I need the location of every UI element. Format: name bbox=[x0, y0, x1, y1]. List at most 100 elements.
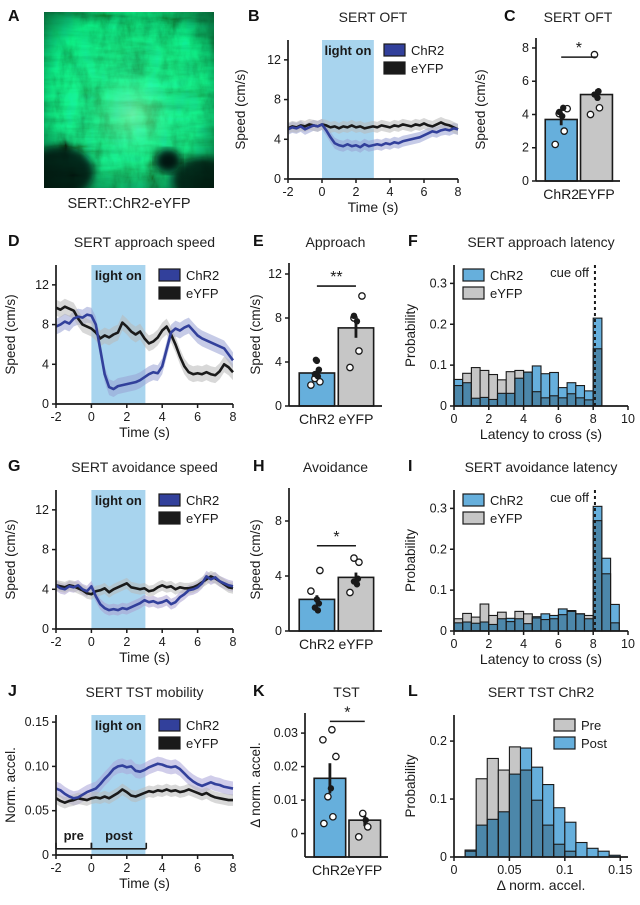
y-axis-label: Probability bbox=[403, 304, 418, 367]
x-tick-label: 8 bbox=[455, 185, 462, 199]
y-axis-label: Speed (cm/s) bbox=[3, 519, 18, 599]
hist-bar-post bbox=[598, 851, 610, 857]
data-point-open bbox=[363, 823, 372, 831]
y-tick-label: 0.2 bbox=[430, 317, 447, 331]
hist-bar-post bbox=[575, 842, 587, 857]
hist-bar-chr2 bbox=[575, 385, 585, 398]
y-tick-label: 0 bbox=[42, 848, 49, 862]
hist-bar-post bbox=[520, 748, 532, 771]
hist-bar-overlap bbox=[488, 399, 498, 406]
x-tick-label: 6 bbox=[194, 861, 201, 875]
chart-title: SERT OFT bbox=[544, 9, 613, 25]
legend-swatch-eyfp bbox=[158, 511, 181, 525]
hist-bar-overlap bbox=[454, 385, 463, 406]
significance-stars: * bbox=[576, 40, 582, 57]
hist-bar-chr2 bbox=[558, 608, 568, 615]
panel-letter-e: E bbox=[253, 233, 264, 250]
x-tick-label: -2 bbox=[50, 410, 61, 424]
panel-letter-d: D bbox=[8, 233, 20, 250]
legend-swatch-post bbox=[553, 736, 576, 750]
cue-off-label: cue off bbox=[550, 265, 589, 280]
x-tick-label: 6 bbox=[421, 185, 428, 199]
x-tick-label: 10 bbox=[621, 637, 635, 651]
hist-bar-overlap bbox=[454, 622, 463, 631]
panel-letter-f: F bbox=[408, 233, 418, 250]
hist-bar-overlap bbox=[549, 618, 559, 631]
legend-label: ChR2 bbox=[186, 493, 219, 508]
legend-label: eYFP bbox=[186, 736, 219, 751]
hist-bar-chr2 bbox=[541, 373, 550, 398]
x-axis-label: Time (s) bbox=[119, 649, 170, 665]
x-tick-label: 4 bbox=[159, 410, 166, 424]
y-tick-label: 8 bbox=[42, 543, 49, 557]
x-tick-label: 6 bbox=[555, 412, 562, 426]
hist-bar-overlap bbox=[523, 623, 533, 631]
series-line-eyfp bbox=[55, 788, 233, 805]
panel-e: E 0 4 8 12 Approach Speed (cm/s) ChR2 eYFP ** bbox=[245, 225, 400, 450]
chart-sert-oft-bar: 0 2 4 6 8 SERT OFT Speed (cm/s) ChR2 EYFP * bbox=[473, 9, 620, 202]
data-point-open bbox=[355, 558, 363, 567]
chart-tst-bar: 0 0.01 0.02 0.03 TST Δ norm. accel. ChR2 eYFP * bbox=[248, 684, 388, 878]
y-axis-label: Probability bbox=[403, 529, 418, 592]
panel-a: A bbox=[0, 0, 230, 225]
significance-stars: * bbox=[333, 529, 339, 546]
panel-letter-g: G bbox=[8, 458, 21, 475]
hist-bar-chr2 bbox=[567, 382, 576, 394]
y-tick-label: 4 bbox=[275, 569, 282, 583]
hist-bar-post bbox=[609, 855, 621, 857]
y-tick-label: 8 bbox=[42, 318, 49, 332]
data-point-filled bbox=[311, 370, 319, 378]
data-point-filled bbox=[350, 312, 358, 319]
y-tick-label: 12 bbox=[35, 503, 49, 517]
data-point-open bbox=[329, 812, 337, 821]
y-axis-label: Δ norm. accel. bbox=[248, 742, 263, 828]
panel-j: J light on pre post 0 0.05 0.10 0.15 -2 0 2 4 6 8 SER… bbox=[0, 675, 245, 905]
x-tick-label: 6 bbox=[194, 410, 201, 424]
legend-swatch-chr2 bbox=[158, 718, 181, 732]
data-point-filled bbox=[311, 604, 319, 611]
y-tick-label: 8 bbox=[522, 41, 529, 55]
light-on-label: light on bbox=[95, 493, 142, 508]
hist-bar-overlap bbox=[575, 397, 585, 406]
chart-tst-chr2-histogram: 0 0.1 0.2 0 0.05 0.1 0.15 SERT TST ChR2 Δ norm. … bbox=[403, 684, 632, 893]
bar-eyfp bbox=[337, 327, 375, 407]
hist-bar-overlap bbox=[567, 393, 576, 406]
data-point-open bbox=[346, 588, 354, 597]
hist-bar-chr2 bbox=[549, 615, 559, 619]
y-tick-label: 0.10 bbox=[25, 759, 49, 773]
error-band-eyfp bbox=[56, 570, 233, 600]
x-tick-label: 10 bbox=[621, 412, 635, 426]
series-line-chr2 bbox=[287, 123, 459, 149]
x-tick-label: 8 bbox=[230, 410, 237, 424]
hist-bar-overlap bbox=[488, 624, 498, 631]
hist-bar-overlap bbox=[584, 618, 594, 631]
hist-bar-post bbox=[586, 848, 599, 857]
legend-swatch-chr2 bbox=[383, 43, 406, 57]
hist-bar-overlap bbox=[558, 397, 568, 406]
hist-bar-post bbox=[531, 767, 543, 801]
chart-title: SERT approach speed bbox=[74, 234, 215, 250]
data-point-open bbox=[307, 381, 315, 389]
series-line-chr2 bbox=[55, 762, 234, 800]
legend-label: eYFP bbox=[490, 286, 523, 301]
y-tick-label: 8 bbox=[275, 311, 282, 325]
hist-bar-overlap bbox=[462, 382, 472, 406]
hist-bar-overlap bbox=[542, 825, 554, 857]
y-tick-label: 0 bbox=[274, 172, 281, 186]
x-tick-label: 0 bbox=[451, 863, 458, 877]
data-point-open bbox=[355, 347, 363, 355]
hist-bar-pre bbox=[476, 778, 488, 857]
chart-approach-latency-histogram: 0 0.1 0.2 0.3 0 2 4 6 8 10 SERT approach latency La… bbox=[403, 234, 635, 442]
hist-bar-overlap bbox=[593, 348, 602, 406]
data-point-filled bbox=[327, 785, 335, 792]
hist-bar-overlap bbox=[584, 399, 594, 406]
hist-bar-overlap bbox=[471, 623, 481, 631]
category-label: ChR2 bbox=[299, 636, 335, 652]
data-point-open bbox=[346, 363, 354, 372]
y-tick-label: 4 bbox=[522, 107, 529, 121]
hist-bar-overlap bbox=[480, 622, 489, 631]
chart-title: SERT TST mobility bbox=[85, 684, 203, 700]
legend-swatch-chr2 bbox=[158, 268, 181, 282]
